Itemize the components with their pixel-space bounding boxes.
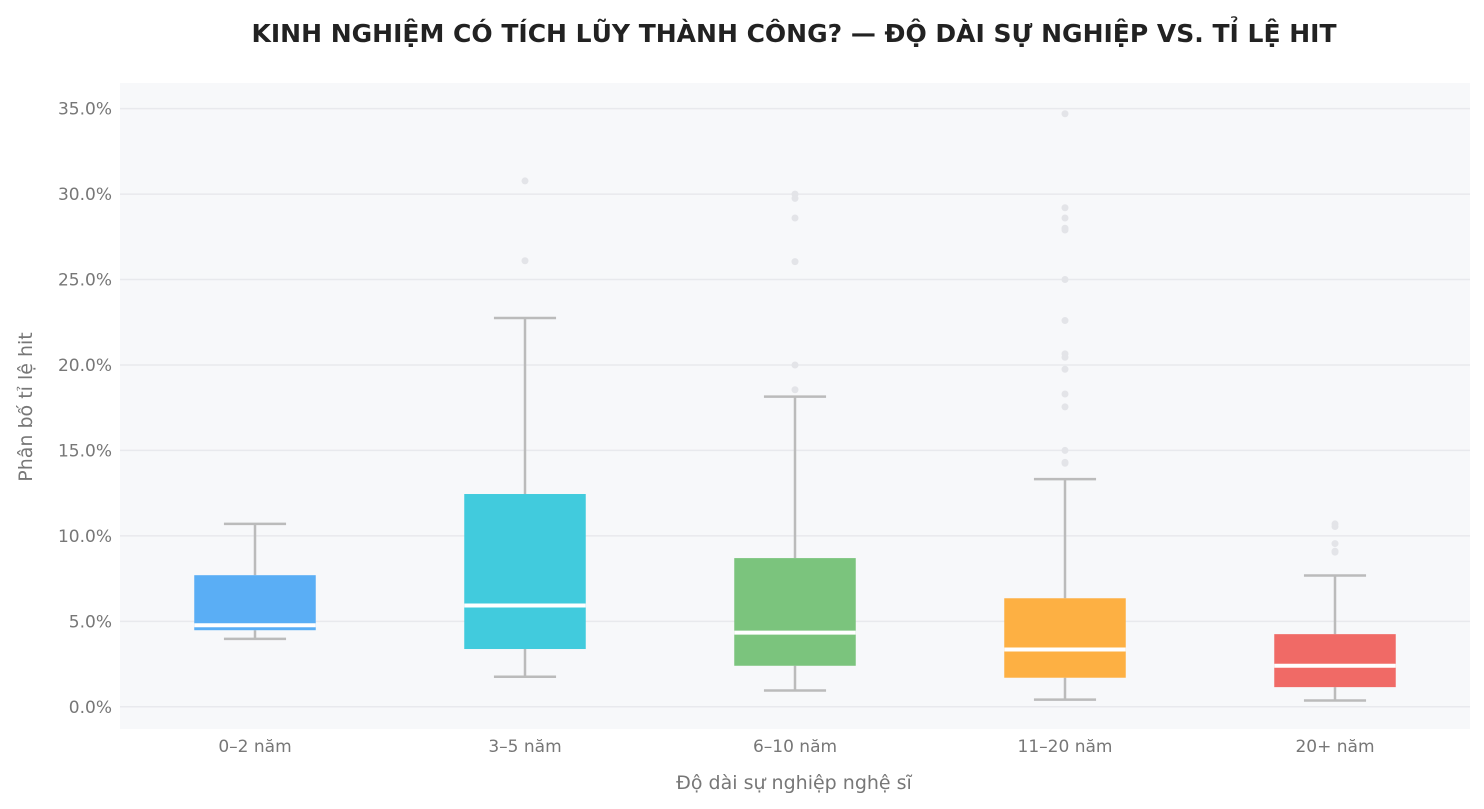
y-tick-label: 0.0% [69, 698, 112, 718]
outlier-point [791, 386, 799, 394]
x-tick-label: 20+ năm [1295, 737, 1374, 757]
x-tick-label: 0–2 năm [218, 737, 291, 757]
x-axis-ticks: 0–2 năm 3–5 năm 6–10 năm 11–20 năm 20+ năm [218, 737, 1374, 757]
outlier-point [1331, 548, 1339, 556]
y-tick-label: 5.0% [69, 612, 112, 632]
outlier-point [791, 258, 799, 266]
outlier-point [521, 257, 529, 265]
outlier-point [1061, 317, 1069, 325]
outlier-point [1061, 276, 1069, 284]
outlier-point [521, 177, 529, 185]
outlier-point [1061, 353, 1069, 361]
y-axis-label: Phân bố tỉ lệ hit [15, 332, 37, 482]
outlier-point [1061, 110, 1069, 118]
box-group [464, 177, 586, 678]
y-tick-label: 35.0% [58, 100, 112, 120]
y-tick-label: 25.0% [58, 271, 112, 291]
chart-title: KINH NGHIỆM CÓ TÍCH LŨY THÀNH CÔNG? — ĐỘ… [251, 15, 1336, 48]
x-tick-label: 6–10 năm [753, 737, 837, 757]
y-tick-label: 10.0% [58, 527, 112, 547]
y-tick-label: 15.0% [58, 441, 112, 461]
outlier-point [1331, 540, 1339, 548]
x-tick-label: 11–20 năm [1018, 737, 1113, 757]
box-group [734, 190, 856, 692]
outlier-point [791, 361, 799, 369]
x-axis-label: Độ dài sự nghiệp nghệ sĩ [676, 772, 912, 794]
y-tick-label: 30.0% [58, 185, 112, 205]
box-iqr [464, 494, 586, 650]
outlier-point [1061, 365, 1069, 373]
x-tick-label: 3–5 năm [488, 737, 561, 757]
box-series [194, 110, 1396, 702]
box-iqr [734, 558, 856, 666]
outlier-point [1061, 390, 1069, 398]
outlier-point [1331, 522, 1339, 530]
outlier-point [791, 214, 799, 222]
outlier-point [1061, 403, 1069, 411]
outlier-point [791, 194, 799, 202]
outlier-point [1061, 204, 1069, 212]
box-iqr [1274, 634, 1396, 688]
box-group [194, 522, 316, 641]
box-iqr [1004, 598, 1126, 678]
y-axis-ticks: 0.0% 5.0% 10.0% 15.0% 20.0% 25.0% 30.0% 35.0% [58, 100, 112, 718]
outlier-point [1061, 214, 1069, 222]
outlier-point [1061, 226, 1069, 234]
box-group [1274, 520, 1396, 702]
box-group [1004, 110, 1126, 701]
y-tick-label: 20.0% [58, 356, 112, 376]
box-iqr [194, 575, 316, 631]
outlier-point [1061, 459, 1069, 467]
outlier-point [1061, 446, 1069, 454]
